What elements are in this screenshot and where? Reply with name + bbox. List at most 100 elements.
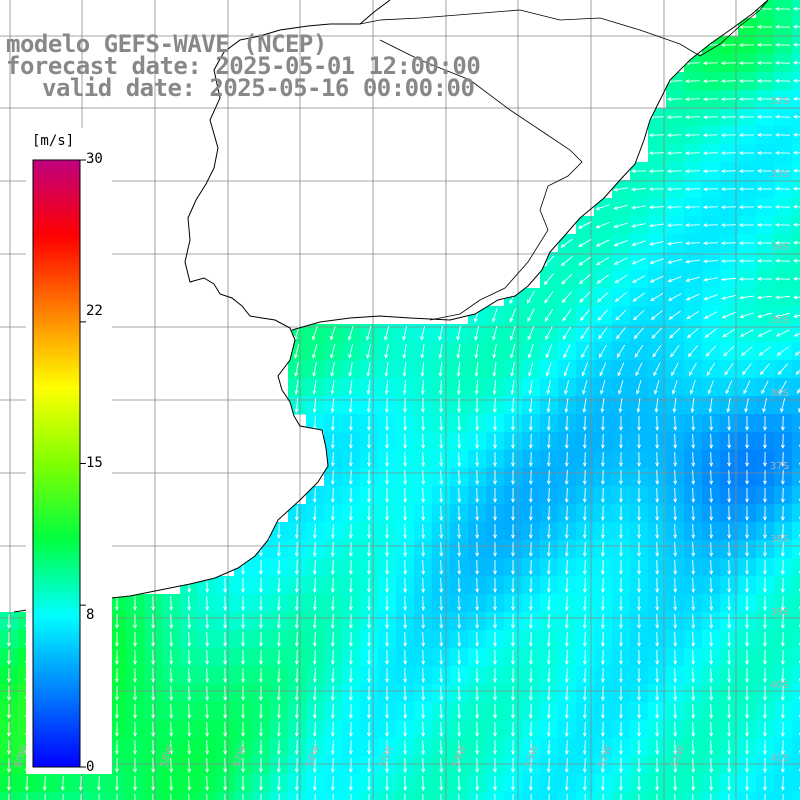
wind-arrow (151, 739, 156, 756)
wind-arrow (722, 328, 736, 338)
wind-arrow (763, 505, 767, 522)
wind-arrow (745, 469, 749, 486)
wind-arrow (330, 380, 335, 395)
wind-arrow (780, 469, 785, 486)
wind-arrow (366, 362, 371, 377)
wind-arrow (493, 739, 497, 756)
wind-arrow (169, 757, 174, 774)
wind-arrow (475, 757, 480, 774)
wind-arrow (780, 451, 785, 468)
wind-arrow (223, 685, 228, 702)
wind-arrow (438, 379, 443, 396)
wind-arrow (745, 721, 749, 738)
wind-arrow (223, 595, 228, 612)
wind-arrow (637, 469, 641, 486)
title-forecast-date: forecast date: 2025-05-01 12:00:00 (6, 52, 481, 80)
wind-arrow (600, 415, 605, 432)
wind-arrow (493, 451, 497, 468)
wind-arrow (727, 541, 732, 558)
wind-arrow (546, 523, 551, 540)
wind-arrow (619, 739, 623, 756)
speed-cell (702, 792, 721, 800)
wind-arrow (631, 240, 646, 247)
wind-arrow (385, 487, 389, 504)
wind-arrow (476, 793, 478, 800)
wind-arrow (745, 487, 749, 504)
wind-arrow (493, 541, 497, 558)
wind-arrow (151, 703, 156, 720)
wind-arrow (615, 309, 627, 321)
wind-arrow (756, 277, 773, 281)
wind-arrow (348, 667, 353, 684)
wind-arrow (223, 757, 228, 774)
wind-arrow (685, 276, 700, 282)
wind-arrow (546, 595, 551, 612)
wind-arrow (780, 613, 785, 630)
wind-arrow (637, 487, 641, 504)
wind-arrow (666, 169, 683, 174)
wind-arrow (438, 361, 443, 377)
wind-arrow (421, 487, 426, 504)
wind-arrow (649, 275, 664, 283)
wind-arrow (686, 310, 700, 320)
wind-arrow (187, 577, 192, 594)
wind-arrow (600, 451, 605, 468)
wind-arrow (720, 223, 737, 228)
wind-arrow (474, 326, 480, 341)
wind-arrow (637, 721, 641, 738)
wind-arrow (44, 793, 46, 800)
wind-arrow (348, 739, 353, 756)
wind-arrow (294, 649, 299, 666)
wind-arrow (763, 487, 767, 504)
wind-arrow (720, 133, 737, 138)
wind-arrow (241, 667, 245, 684)
wind-arrow (276, 613, 281, 630)
wind-arrow (439, 559, 444, 576)
wind-arrow (727, 433, 732, 450)
wind-arrow (709, 703, 714, 720)
wind-arrow (745, 595, 749, 612)
wind-arrow (330, 397, 335, 414)
wind-arrow (439, 595, 444, 612)
wind-arrow (703, 294, 718, 301)
wind-arrow (439, 487, 444, 504)
wind-arrow (727, 667, 732, 684)
wind-arrow (671, 380, 678, 395)
speed-cell (792, 522, 800, 541)
wind-arrow (439, 505, 444, 522)
wind-arrow (385, 595, 389, 612)
wind-arrow (259, 757, 263, 774)
wind-arrow (633, 309, 645, 321)
wind-arrow (312, 559, 317, 576)
wind-arrow (421, 559, 426, 576)
wind-arrow (348, 469, 353, 486)
wind-arrow (348, 451, 353, 468)
wind-arrow (745, 703, 749, 720)
wind-arrow (509, 308, 517, 323)
wind-arrow (763, 541, 767, 558)
wind-arrow (422, 793, 424, 800)
wind-arrow (528, 775, 533, 792)
wind-arrow (205, 649, 210, 666)
speed-cell (792, 378, 800, 397)
wind-arrow (223, 649, 228, 666)
wind-arrow (637, 757, 641, 774)
wind-arrow (673, 487, 678, 504)
wind-arrow (438, 344, 443, 359)
wind-arrow (727, 613, 732, 630)
wind-arrow (312, 541, 317, 558)
wind-arrow (669, 327, 681, 339)
speed-cell (684, 792, 703, 800)
wind-arrow (702, 223, 719, 228)
wind-arrow (312, 721, 317, 738)
wind-arrow (632, 292, 645, 302)
wind-arrow (619, 487, 623, 504)
wind-arrow (745, 649, 749, 666)
wind-arrow (457, 541, 462, 558)
wind-arrow (619, 685, 623, 702)
wind-arrow (115, 721, 119, 738)
wind-arrow (348, 685, 353, 702)
wind-arrow (314, 793, 316, 800)
wind-arrow (330, 739, 335, 756)
wind-arrow (702, 187, 719, 192)
